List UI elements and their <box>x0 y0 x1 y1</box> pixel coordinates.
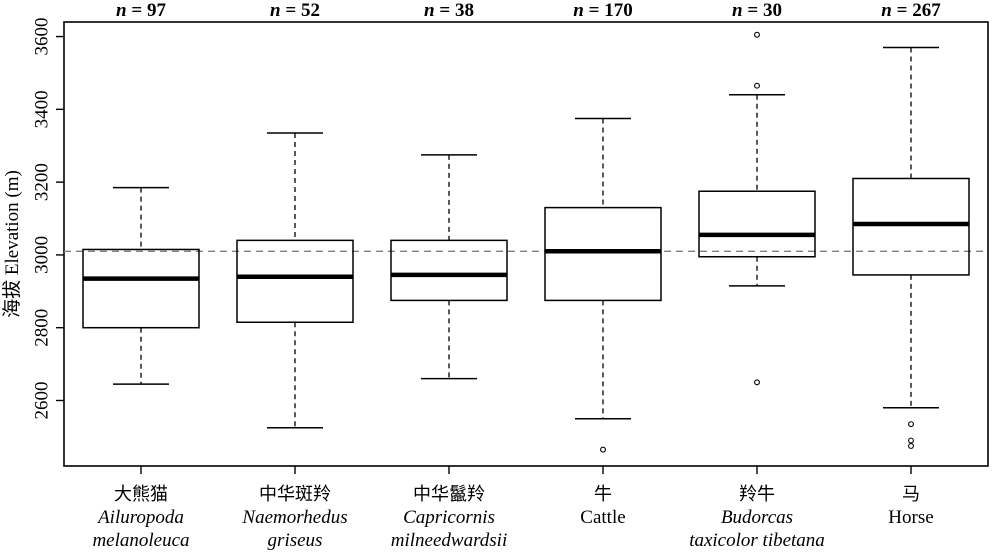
category-label-cn: 中华鬣羚 <box>413 484 485 505</box>
y-axis-label: 海拔 Elevation (m) <box>1 170 23 318</box>
y-tick-label: 3200 <box>32 163 53 201</box>
outlier-point <box>908 437 914 444</box>
sample-size-label: n = 52 <box>270 0 320 21</box>
box-6 <box>852 46 970 449</box>
sample-size-label: n = 38 <box>424 0 474 21</box>
box-1 <box>82 186 200 385</box>
box-4 <box>544 117 662 453</box>
outlier-point <box>908 421 914 428</box>
category-label-en: Naemorhedus <box>241 507 347 528</box>
sample-size-label: n = 267 <box>881 0 941 21</box>
outlier-point <box>908 443 914 449</box>
category-label-cn: 马 <box>902 484 920 505</box>
category-label-cn: 羚牛 <box>739 484 775 505</box>
category-label-en: Ailuropoda <box>96 507 184 528</box>
box-5 <box>698 31 816 386</box>
y-tick-label: 2600 <box>32 381 53 419</box>
sample-size-label: n = 170 <box>573 0 632 21</box>
category-label-en: Horse <box>888 507 933 528</box>
y-tick-label: 2800 <box>32 309 53 347</box>
category-label-cn: 大熊猫 <box>114 484 168 505</box>
iqr-box <box>544 206 662 302</box>
category-label-en: melanoleuca <box>92 530 189 551</box>
iqr-box <box>236 239 354 323</box>
y-tick-label: 3600 <box>32 18 53 56</box>
y-tick-label: 3400 <box>32 90 53 128</box>
y-axis: 2600 2800 3000 3200 3400 3600 <box>32 18 64 419</box>
category-label-cn: 牛 <box>594 484 612 505</box>
category-label-en: griseus <box>268 530 323 551</box>
box-3 <box>390 154 508 380</box>
plot-border <box>63 21 989 467</box>
iqr-box <box>852 177 970 276</box>
iqr-box <box>390 239 508 302</box>
category-label-en: taxicolor tibetana <box>689 530 825 551</box>
sample-size-labels: n = 97 n = 52 n = 38 n = 170 n = 30 n = 267 <box>116 0 941 21</box>
box-series <box>82 31 970 453</box>
category-label-en: Capricornis <box>403 507 495 528</box>
plot-area <box>63 21 989 467</box>
outlier-point <box>754 379 760 386</box>
sample-size-label: n = 30 <box>732 0 782 21</box>
box-2 <box>236 132 354 429</box>
category-label-en: milneedwardsii <box>391 530 507 551</box>
sample-size-label: n = 97 <box>116 0 166 21</box>
outlier-point <box>754 82 760 89</box>
category-label-en: Cattle <box>580 507 625 528</box>
category-label-en: Budorcas <box>721 507 793 528</box>
outlier-point <box>754 31 760 38</box>
iqr-box <box>82 248 200 329</box>
y-tick-label: 3000 <box>32 236 53 274</box>
iqr-box <box>698 190 816 258</box>
outlier-point <box>600 446 606 453</box>
category-label-cn: 中华斑羚 <box>259 484 331 505</box>
